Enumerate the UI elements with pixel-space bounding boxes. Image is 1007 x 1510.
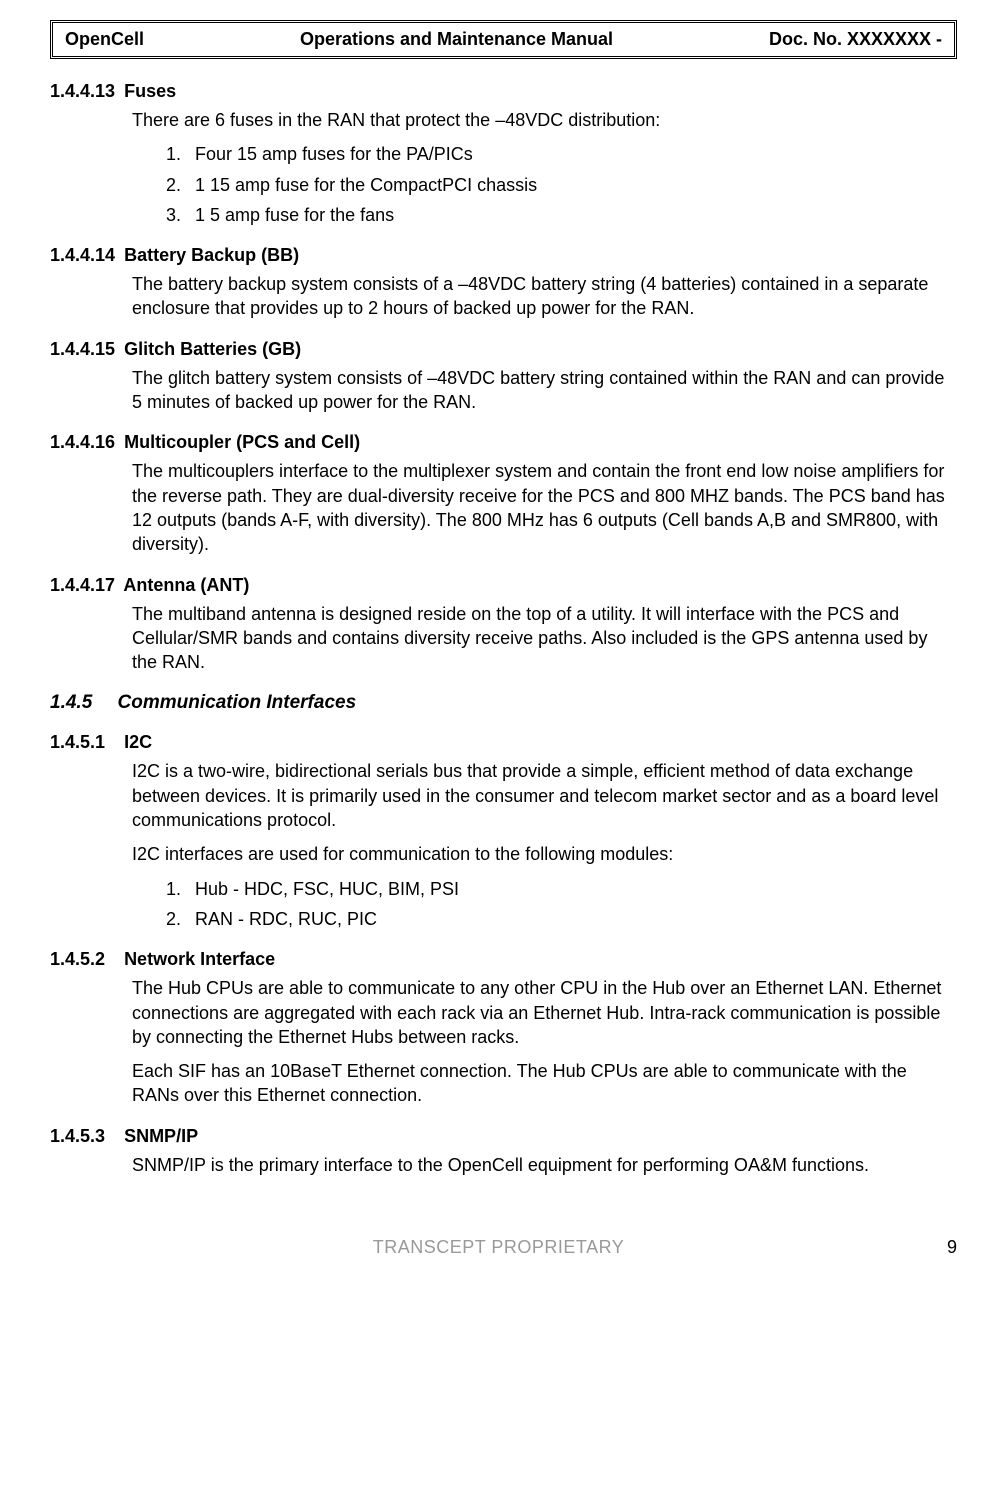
document-header: OpenCell Operations and Maintenance Manu… xyxy=(50,20,957,59)
heading-num: 1.4.5.2 xyxy=(50,949,105,970)
heading-fuses: 1.4.4.13 Fuses xyxy=(50,81,957,102)
battery-text: The battery backup system consists of a … xyxy=(132,272,957,321)
footer-proprietary: TRANSCEPT PROPRIETARY xyxy=(50,1237,947,1258)
i2c-p2: I2C interfaces are used for communicatio… xyxy=(132,842,957,866)
heading-num: 1.4.4.14 xyxy=(50,245,115,266)
header-title: Operations and Maintenance Manual xyxy=(144,29,769,50)
section-fuses: 1.4.4.13 Fuses There are 6 fuses in the … xyxy=(50,81,957,227)
list-num: 2. xyxy=(132,173,195,197)
heading-glitch: 1.4.4.15 Glitch Batteries (GB) xyxy=(50,339,957,360)
heading-title: SNMP/IP xyxy=(124,1126,198,1146)
section-glitch: 1.4.4.15 Glitch Batteries (GB) The glitc… xyxy=(50,339,957,415)
heading-title: Glitch Batteries (GB) xyxy=(124,339,301,359)
heading-title: Antenna (ANT) xyxy=(123,575,249,595)
heading-antenna: 1.4.4.17 Antenna (ANT) xyxy=(50,575,957,596)
i2c-p1: I2C is a two-wire, bidirectional serials… xyxy=(132,759,957,832)
section-communication-interfaces: 1.4.5 Communication Interfaces xyxy=(50,692,957,714)
heading-num: 1.4.5.1 xyxy=(50,732,105,753)
i2c-list: 1. Hub - HDC, FSC, HUC, BIM, PSI 2. RAN … xyxy=(132,877,957,932)
heading-network: 1.4.5.2 Network Interface xyxy=(50,949,957,970)
list-text: RAN - RDC, RUC, PIC xyxy=(195,907,957,931)
list-text: 1 5 amp fuse for the fans xyxy=(195,203,957,227)
fuses-list: 1. Four 15 amp fuses for the PA/PICs 2. … xyxy=(132,142,957,227)
header-product: OpenCell xyxy=(65,29,144,50)
footer-page-number: 9 xyxy=(947,1237,957,1258)
list-text: Four 15 amp fuses for the PA/PICs xyxy=(195,142,957,166)
list-item: 1. Hub - HDC, FSC, HUC, BIM, PSI xyxy=(132,877,957,901)
heading-title: Fuses xyxy=(124,81,176,101)
heading-multicoupler: 1.4.4.16 Multicoupler (PCS and Cell) xyxy=(50,432,957,453)
heading-num: 1.4.4.13 xyxy=(50,81,115,102)
heading-title: Battery Backup (BB) xyxy=(124,245,299,265)
heading-num: 1.4.4.15 xyxy=(50,339,115,360)
list-text: Hub - HDC, FSC, HUC, BIM, PSI xyxy=(195,877,957,901)
heading-num: 1.4.5.3 xyxy=(50,1126,105,1147)
list-text: 1 15 amp fuse for the CompactPCI chassis xyxy=(195,173,957,197)
list-item: 2. 1 15 amp fuse for the CompactPCI chas… xyxy=(132,173,957,197)
list-num: 3. xyxy=(132,203,195,227)
heading-battery: 1.4.4.14 Battery Backup (BB) xyxy=(50,245,957,266)
section-snmp: 1.4.5.3 SNMP/IP SNMP/IP is the primary i… xyxy=(50,1126,957,1177)
multicoupler-text: The multicouplers interface to the multi… xyxy=(132,459,957,556)
list-item: 3. 1 5 amp fuse for the fans xyxy=(132,203,957,227)
heading-i2c: 1.4.5.1 I2C xyxy=(50,732,957,753)
heading-title: Multicoupler (PCS and Cell) xyxy=(124,432,360,452)
section-multicoupler: 1.4.4.16 Multicoupler (PCS and Cell) The… xyxy=(50,432,957,556)
heading-title: I2C xyxy=(124,732,152,752)
antenna-text: The multiband antenna is designed reside… xyxy=(132,602,957,675)
heading-num: 1.4.4.16 xyxy=(50,432,115,453)
document-footer: TRANSCEPT PROPRIETARY 9 xyxy=(50,1237,957,1258)
list-item: 1. Four 15 amp fuses for the PA/PICs xyxy=(132,142,957,166)
list-num: 1. xyxy=(132,142,195,166)
network-p2: Each SIF has an 10BaseT Ethernet connect… xyxy=(132,1059,957,1108)
fuses-intro: There are 6 fuses in the RAN that protec… xyxy=(132,108,957,132)
snmp-text: SNMP/IP is the primary interface to the … xyxy=(132,1153,957,1177)
header-doc-no: Doc. No. XXXXXXX - xyxy=(769,29,942,50)
section-i2c: 1.4.5.1 I2C I2C is a two-wire, bidirecti… xyxy=(50,732,957,931)
heading-comm: 1.4.5 Communication Interfaces xyxy=(50,692,957,714)
network-p1: The Hub CPUs are able to communicate to … xyxy=(132,976,957,1049)
list-num: 1. xyxy=(132,877,195,901)
section-antenna: 1.4.4.17 Antenna (ANT) The multiband ant… xyxy=(50,575,957,675)
heading-snmp: 1.4.5.3 SNMP/IP xyxy=(50,1126,957,1147)
section-battery: 1.4.4.14 Battery Backup (BB) The battery… xyxy=(50,245,957,321)
heading-title: Communication Interfaces xyxy=(118,692,357,713)
heading-title: Network Interface xyxy=(124,949,275,969)
list-item: 2. RAN - RDC, RUC, PIC xyxy=(132,907,957,931)
heading-num: 1.4.4.17 xyxy=(50,575,115,596)
list-num: 2. xyxy=(132,907,195,931)
glitch-text: The glitch battery system consists of –4… xyxy=(132,366,957,415)
section-network: 1.4.5.2 Network Interface The Hub CPUs a… xyxy=(50,949,957,1107)
heading-num: 1.4.5 xyxy=(50,692,92,714)
